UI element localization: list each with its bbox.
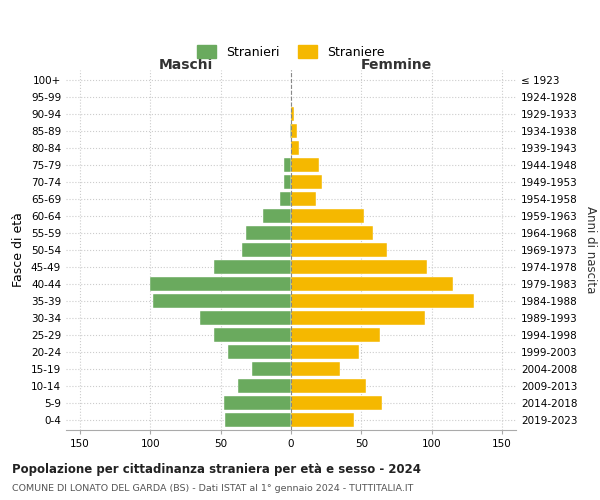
Text: Maschi: Maschi: [158, 58, 212, 71]
Bar: [238, 379, 291, 392]
Bar: [284, 158, 291, 172]
Bar: [291, 345, 359, 358]
Bar: [291, 176, 322, 189]
Bar: [242, 243, 291, 257]
Bar: [214, 328, 291, 342]
Bar: [291, 108, 294, 121]
Bar: [251, 362, 291, 376]
Bar: [290, 124, 291, 138]
Text: COMUNE DI LONATO DEL GARDA (BS) - Dati ISTAT al 1° gennaio 2024 - TUTTITALIA.IT: COMUNE DI LONATO DEL GARDA (BS) - Dati I…: [12, 484, 413, 493]
Bar: [153, 294, 291, 308]
Bar: [291, 396, 382, 409]
Bar: [291, 328, 380, 342]
Bar: [291, 379, 365, 392]
Text: Femmine: Femmine: [361, 58, 432, 71]
Y-axis label: Anni di nascita: Anni di nascita: [584, 206, 597, 294]
Bar: [291, 243, 386, 257]
Bar: [291, 209, 364, 223]
Bar: [291, 192, 316, 206]
Bar: [291, 311, 425, 324]
Bar: [291, 124, 296, 138]
Bar: [284, 176, 291, 189]
Y-axis label: Fasce di età: Fasce di età: [13, 212, 25, 288]
Bar: [291, 158, 319, 172]
Legend: Stranieri, Straniere: Stranieri, Straniere: [193, 40, 389, 64]
Bar: [291, 294, 474, 308]
Text: Popolazione per cittadinanza straniera per età e sesso - 2024: Popolazione per cittadinanza straniera p…: [12, 462, 421, 475]
Bar: [291, 260, 427, 274]
Bar: [151, 277, 291, 291]
Bar: [263, 209, 291, 223]
Bar: [223, 396, 291, 409]
Bar: [225, 413, 291, 426]
Bar: [291, 413, 354, 426]
Bar: [291, 142, 299, 155]
Bar: [280, 192, 291, 206]
Bar: [200, 311, 291, 324]
Bar: [246, 226, 291, 240]
Bar: [291, 226, 373, 240]
Bar: [228, 345, 291, 358]
Bar: [291, 277, 453, 291]
Bar: [214, 260, 291, 274]
Bar: [291, 362, 340, 376]
